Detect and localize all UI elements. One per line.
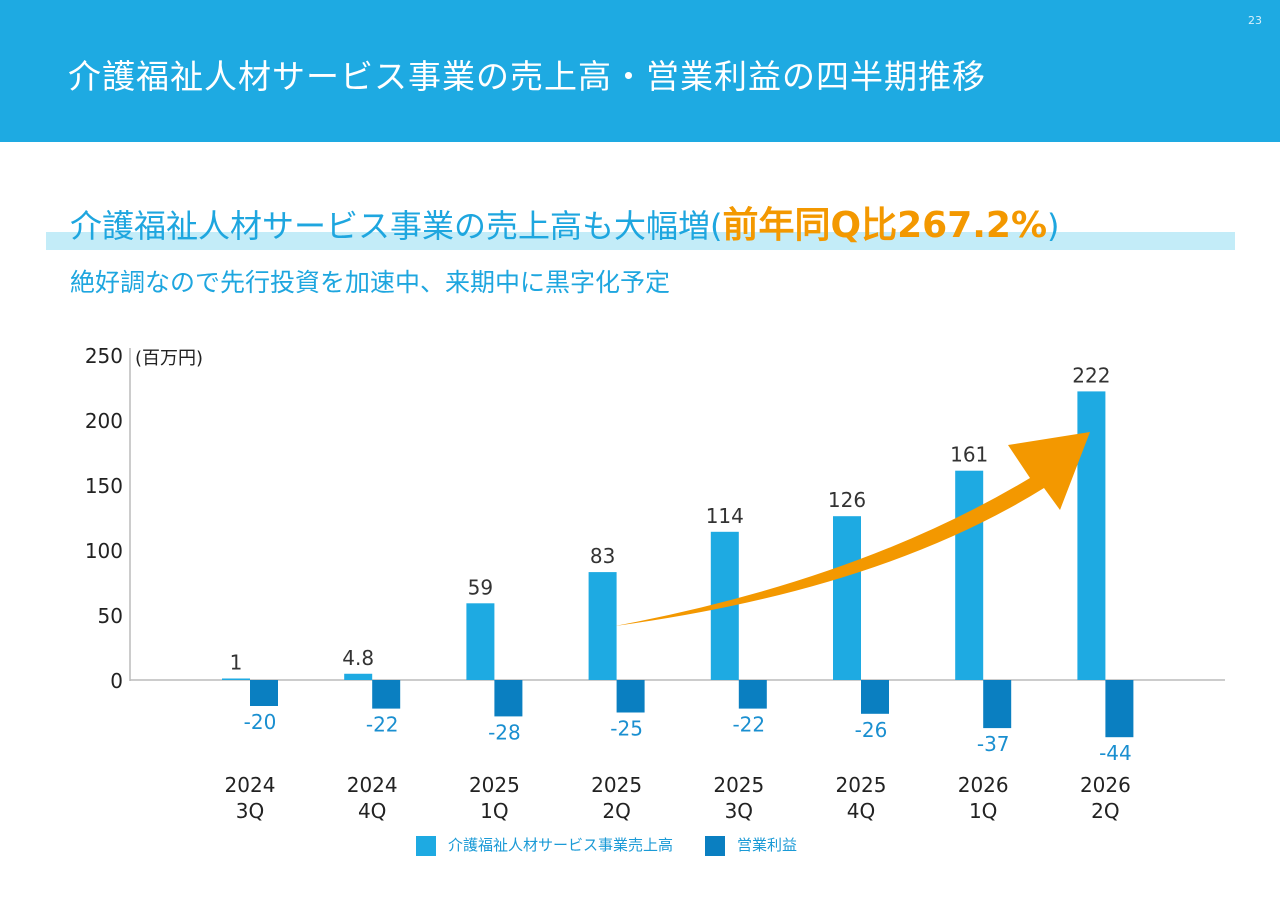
profit-value-label: -44 [1099,741,1132,765]
legend-item-sales: 介護福祉人材サービス事業売上高 [416,834,673,856]
sales-value-label: 161 [950,443,988,467]
sales-value-label: 4.8 [342,646,374,670]
subheadline: 絶好調なので先行投資を加速中、来期中に黒字化予定 [70,268,671,297]
page-title: 介護福祉人材サービス事業の売上高・営業利益の四半期推移 [68,57,986,96]
x-tick-quarter: 1Q [480,799,508,823]
profit-value-label: -28 [488,720,521,744]
x-tick-quarter: 3Q [236,799,264,823]
sales-bar [588,572,617,680]
sales-value-label: 114 [706,504,744,528]
x-tick-quarter: 4Q [847,799,875,823]
sales-value-label: 1 [230,651,243,675]
x-tick-quarter: 2Q [602,799,630,823]
legend-item-profit: 営業利益 [705,834,797,856]
legend-swatch-sales [416,835,436,856]
headline-highlight [46,232,1235,250]
y-tick-label: 100 [85,539,123,563]
x-tick-year: 2026 [958,773,1009,797]
profit-value-label: -25 [610,717,643,741]
y-tick-label: 250 [85,344,123,368]
legend-swatch-profit [705,835,726,856]
x-tick-year: 2026 [1080,773,1131,797]
profit-value-label: -26 [855,718,888,742]
profit-bar [1105,680,1134,738]
sales-bar [344,673,373,680]
x-tick-quarter: 4Q [358,799,386,823]
x-tick-year: 2024 [225,773,276,797]
headline: 介護福祉人材サービス事業の売上高も大幅増(前年同Q比267.2%) [70,196,1060,248]
y-tick-label: 0 [110,669,123,693]
x-tick-quarter: 2Q [1091,799,1119,823]
profit-bar [250,680,278,706]
x-tick-year: 2025 [469,773,520,797]
profit-bar [372,680,401,709]
growth-arrow [615,432,1090,626]
y-tick-label: 200 [85,409,123,433]
profit-bar [861,680,889,714]
sales-bar [466,603,495,680]
x-tick-year: 2025 [591,773,642,797]
profit-bar [494,680,523,717]
headline-close: ) [1047,207,1060,245]
x-tick-year: 2025 [836,773,887,797]
sales-value-label: 83 [590,544,615,568]
profit-value-label: -22 [366,713,399,737]
x-tick-year: 2024 [347,773,398,797]
legend-label-sales: 介護福祉人材サービス事業売上高 [448,836,674,854]
headline-emphasis: 前年同Q比267.2% [722,205,1048,246]
y-tick-label: 150 [85,474,123,498]
page-number: 23 [1248,14,1262,27]
unit-label: (百万円) [135,348,203,369]
sales-value-label: 222 [1072,363,1110,387]
profit-bar [983,680,1012,729]
sales-value-label: 59 [468,575,493,599]
profit-bar [738,680,767,709]
sales-value-label: 126 [828,488,866,512]
headline-main: 介護福祉人材サービス事業の売上高も大幅増( [70,207,723,245]
sales-bar [955,470,984,680]
x-tick-quarter: 1Q [969,799,997,823]
legend: 介護福祉人材サービス事業売上高 営業利益 [416,834,797,856]
x-tick-year: 2025 [713,773,764,797]
y-tick-label: 50 [98,604,123,628]
legend-label-profit: 営業利益 [737,836,798,854]
sales-bar [833,516,861,680]
profit-value-label: -20 [244,710,277,734]
profit-bar [616,680,645,713]
sales-bar [222,678,250,680]
profit-value-label: -22 [732,713,765,737]
header-bar [0,0,1280,142]
profit-value-label: -37 [977,732,1010,756]
x-tick-quarter: 3Q [725,799,753,823]
